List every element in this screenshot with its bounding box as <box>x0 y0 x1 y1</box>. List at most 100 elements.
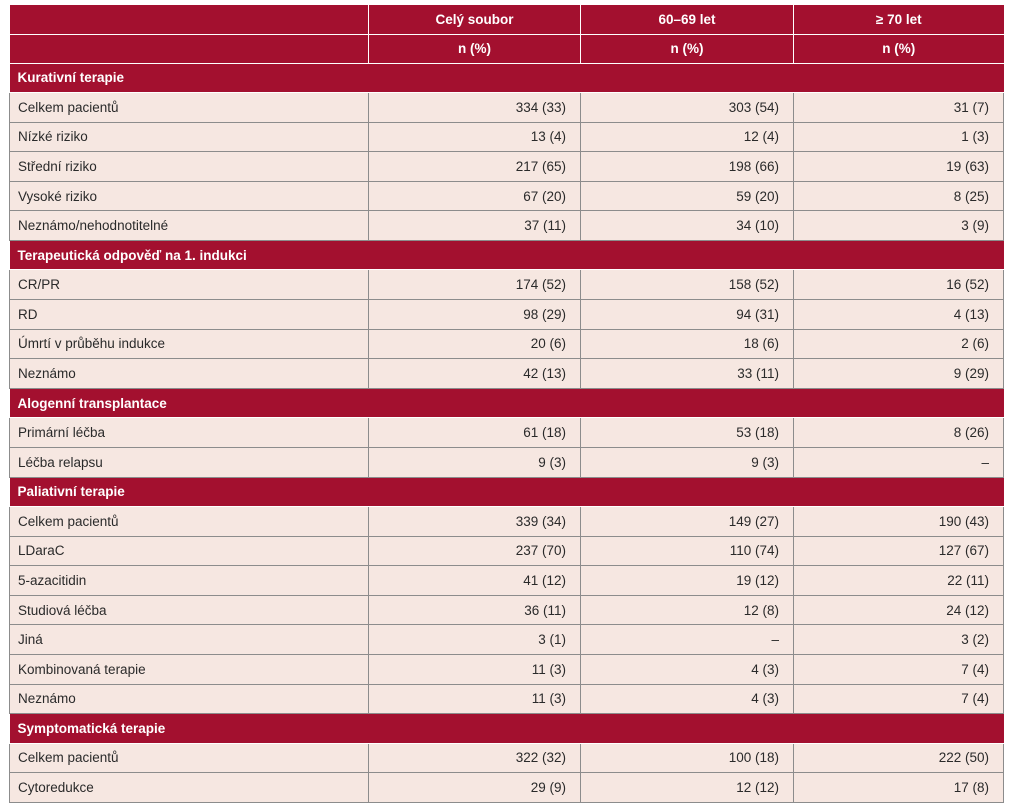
row-label: Kombinovaná terapie <box>9 654 369 685</box>
section-title: Alogenní transplantace <box>9 388 1004 419</box>
whole-cohort-value: 322 (32) <box>368 743 581 774</box>
row-label: Nízké riziko <box>9 122 369 153</box>
age-70-plus-value: 31 (7) <box>793 92 1004 123</box>
whole-cohort-value: 36 (11) <box>368 595 581 626</box>
whole-cohort-value: 3 (1) <box>368 624 581 655</box>
age-60-69-value: 158 (52) <box>580 269 794 301</box>
header-age-70-plus: ≥ 70 let <box>793 5 1004 35</box>
age-70-plus-value: – <box>793 447 1004 478</box>
whole-cohort-value: 11 (3) <box>368 654 581 685</box>
table-row: Střední riziko 217 (65) 198 (66) 19 (63) <box>9 151 1004 182</box>
age-60-69-value: 12 (4) <box>580 122 794 153</box>
age-60-69-value: 149 (27) <box>580 506 794 537</box>
header-age-60-69: 60–69 let <box>580 5 794 35</box>
row-label: Celkem pacientů <box>9 743 369 774</box>
table-row: Neznámo 11 (3) 4 (3) 7 (4) <box>9 684 1004 715</box>
row-label: Primární léčba <box>9 417 369 448</box>
table-row: Neznámo 42 (13) 33 (11) 9 (29) <box>9 358 1004 389</box>
age-60-69-value: 34 (10) <box>580 210 794 241</box>
row-label: Cytoredukce <box>9 772 369 803</box>
table-row: Celkem pacientů 322 (32) 100 (18) 222 (50) <box>9 743 1004 774</box>
table-row: Jiná 3 (1) –3 (2) <box>9 624 1004 655</box>
age-60-69-value: 12 (8) <box>580 595 794 626</box>
age-60-69-value: 18 (6) <box>580 329 794 360</box>
section-header-row: Terapeutická odpověď na 1. indukci <box>9 240 1004 271</box>
table-row: Neznámo/nehodnotitelné 37 (11) 34 (10) 3 (9… <box>9 210 1004 241</box>
row-label: Celkem pacientů <box>9 92 369 123</box>
whole-cohort-value: 339 (34) <box>368 506 581 537</box>
whole-cohort-value: 9 (3) <box>368 447 581 478</box>
row-label: 5-azacitidin <box>9 565 369 596</box>
age-60-69-value: 59 (20) <box>580 181 794 212</box>
row-label: Léčba relapsu <box>9 447 369 478</box>
section-title: Paliativní terapie <box>9 477 1004 508</box>
age-70-plus-value: 190 (43) <box>793 506 1004 537</box>
age-60-69-value: 12 (12) <box>580 772 794 803</box>
age-70-plus-value: 8 (26) <box>793 417 1004 448</box>
age-60-69-value: 19 (12) <box>580 565 794 596</box>
whole-cohort-value: 29 (9) <box>368 772 581 803</box>
subheader-age-60-69: n (%) <box>580 34 794 64</box>
table-body: Kurativní terapie Celkem pacientů 334 (33)… <box>9 63 1004 803</box>
section-header-row: Kurativní terapie <box>9 63 1004 93</box>
header-row-groups: Celý soubor 60–69 let ≥ 70 let <box>9 5 1004 35</box>
row-label: Celkem pacientů <box>9 506 369 537</box>
whole-cohort-value: 237 (70) <box>368 536 581 567</box>
section-title: Terapeutická odpověď na 1. indukci <box>9 240 1004 271</box>
age-70-plus-value: 3 (2) <box>793 624 1004 655</box>
section-header-row: Alogenní transplantace <box>9 388 1004 419</box>
table-row: 5-azacitidin 41 (12) 19 (12) 22 (11) <box>9 565 1004 596</box>
therapy-table-container: Celý soubor 60–69 let ≥ 70 let n (%) n (… <box>9 5 1004 803</box>
age-70-plus-value: 8 (25) <box>793 181 1004 212</box>
whole-cohort-value: 98 (29) <box>368 299 581 330</box>
row-label: Vysoké riziko <box>9 181 369 212</box>
table-row: Vysoké riziko 67 (20) 59 (20) 8 (25) <box>9 181 1004 212</box>
age-60-69-value: 198 (66) <box>580 151 794 182</box>
table-header: Celý soubor 60–69 let ≥ 70 let n (%) n (… <box>9 5 1004 64</box>
age-70-plus-value: 22 (11) <box>793 565 1004 596</box>
table-row: Nízké riziko 13 (4) 12 (4) 1 (3) <box>9 122 1004 153</box>
age-60-69-value: 100 (18) <box>580 743 794 774</box>
table-row: Primární léčba 61 (18) 53 (18) 8 (26) <box>9 417 1004 448</box>
row-label: CR/PR <box>9 269 369 301</box>
age-70-plus-value: 7 (4) <box>793 654 1004 685</box>
section-header-row: Symptomatická terapie <box>9 713 1004 744</box>
age-70-plus-value: 24 (12) <box>793 595 1004 626</box>
whole-cohort-value: 174 (52) <box>368 269 581 301</box>
age-60-69-value: 303 (54) <box>580 92 794 123</box>
table-row: Celkem pacientů 339 (34) 149 (27) 190 (43) <box>9 506 1004 537</box>
subheader-whole-cohort: n (%) <box>368 34 581 64</box>
whole-cohort-value: 334 (33) <box>368 92 581 123</box>
whole-cohort-value: 61 (18) <box>368 417 581 448</box>
age-70-plus-value: 17 (8) <box>793 772 1004 803</box>
age-60-69-value: 4 (3) <box>580 654 794 685</box>
row-label: Neznámo <box>9 358 369 389</box>
age-60-69-value: 110 (74) <box>580 536 794 567</box>
age-60-69-value: 53 (18) <box>580 417 794 448</box>
table-row: Úmrtí v průběhu indukce 20 (6) 18 (6) 2 (6) <box>9 329 1004 360</box>
age-60-69-value: 9 (3) <box>580 447 794 478</box>
whole-cohort-value: 42 (13) <box>368 358 581 389</box>
age-60-69-value: 4 (3) <box>580 684 794 715</box>
age-70-plus-value: 4 (13) <box>793 299 1004 330</box>
age-70-plus-value: 2 (6) <box>793 329 1004 360</box>
whole-cohort-value: 37 (11) <box>368 210 581 241</box>
age-70-plus-value: 9 (29) <box>793 358 1004 389</box>
header-blank-cell <box>9 5 369 35</box>
whole-cohort-value: 11 (3) <box>368 684 581 715</box>
table-row: RD 98 (29) 94 (31) 4 (13) <box>9 299 1004 330</box>
row-label: RD <box>9 299 369 330</box>
whole-cohort-value: 67 (20) <box>368 181 581 212</box>
age-60-69-value: 33 (11) <box>580 358 794 389</box>
whole-cohort-value: 13 (4) <box>368 122 581 153</box>
whole-cohort-value: 41 (12) <box>368 565 581 596</box>
subheader-age-70-plus: n (%) <box>793 34 1004 64</box>
row-label: Neznámo <box>9 684 369 715</box>
table-row: Studiová léčba 36 (11) 12 (8) 24 (12) <box>9 595 1004 626</box>
age-70-plus-value: 19 (63) <box>793 151 1004 182</box>
age-70-plus-value: 16 (52) <box>793 269 1004 301</box>
table-row: LDaraC 237 (70) 110 (74) 127 (67) <box>9 536 1004 567</box>
whole-cohort-value: 20 (6) <box>368 329 581 360</box>
table-row: Cytoredukce 29 (9) 12 (12) 17 (8) <box>9 772 1004 803</box>
header-row-units: n (%) n (%) n (%) <box>9 34 1004 64</box>
